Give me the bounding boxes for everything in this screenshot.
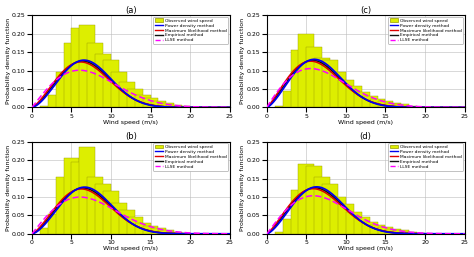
Bar	[111, 72, 127, 107]
Legend: Observed wind speed, Power density method, Maximum likelihood method, Empirical : Observed wind speed, Power density metho…	[388, 17, 463, 44]
Bar	[378, 102, 393, 107]
X-axis label: Wind speed (m/s): Wind speed (m/s)	[103, 120, 158, 125]
Bar	[64, 43, 79, 107]
X-axis label: Wind speed (m/s): Wind speed (m/s)	[338, 246, 393, 251]
Legend: Observed wind speed, Power density method, Maximum likelihood method, Empirical : Observed wind speed, Power density metho…	[388, 143, 463, 171]
Y-axis label: Probability density function: Probability density function	[240, 18, 246, 104]
Bar	[299, 164, 314, 234]
Bar	[119, 210, 135, 234]
Bar	[385, 229, 401, 234]
Bar	[299, 34, 314, 107]
Legend: Observed wind speed, Power density method, Maximum likelihood method, Empirical : Observed wind speed, Power density metho…	[154, 17, 228, 44]
Bar	[158, 103, 174, 107]
Bar	[127, 89, 143, 107]
Bar	[127, 217, 143, 234]
Bar	[275, 232, 291, 234]
Bar	[95, 184, 111, 234]
Bar	[55, 177, 72, 234]
Bar	[48, 95, 64, 107]
Bar	[330, 72, 346, 107]
Bar	[401, 232, 417, 234]
Title: (d): (d)	[360, 132, 372, 141]
X-axis label: Wind speed (m/s): Wind speed (m/s)	[338, 120, 393, 125]
Bar	[103, 60, 119, 107]
Title: (b): (b)	[125, 132, 137, 141]
Bar	[370, 99, 385, 107]
Bar	[393, 104, 409, 107]
Bar	[362, 222, 378, 234]
Bar	[64, 158, 79, 234]
Bar	[135, 223, 151, 234]
Y-axis label: Probability density function: Probability density function	[6, 145, 10, 231]
Bar	[151, 228, 166, 234]
Bar	[55, 72, 72, 107]
Bar	[72, 28, 87, 107]
Bar	[291, 50, 306, 107]
Bar	[151, 101, 166, 107]
Bar	[275, 106, 291, 107]
Y-axis label: Probability density function: Probability density function	[240, 145, 246, 231]
Bar	[338, 80, 354, 107]
Bar	[79, 24, 95, 107]
Bar	[166, 105, 182, 107]
Title: (a): (a)	[125, 6, 137, 15]
Bar	[362, 96, 378, 107]
Bar	[306, 47, 322, 107]
Bar	[95, 54, 111, 107]
Bar	[346, 86, 362, 107]
Bar	[354, 92, 370, 107]
Bar	[72, 162, 87, 234]
Bar	[143, 226, 158, 234]
Bar	[409, 233, 425, 234]
Bar	[48, 214, 64, 234]
Bar	[322, 184, 338, 234]
Bar	[40, 228, 55, 234]
Bar	[346, 212, 362, 234]
Bar	[378, 227, 393, 234]
Bar	[174, 106, 190, 107]
Bar	[338, 204, 354, 234]
Bar	[401, 106, 417, 107]
Bar	[283, 91, 299, 107]
Bar	[330, 197, 346, 234]
Bar	[291, 190, 306, 234]
Bar	[393, 231, 409, 234]
Bar	[40, 106, 55, 107]
Bar	[111, 203, 127, 234]
Bar	[158, 230, 174, 234]
Bar	[87, 43, 103, 107]
Legend: Observed wind speed, Power density method, Maximum likelihood method, Empirical : Observed wind speed, Power density metho…	[154, 143, 228, 171]
Bar	[370, 225, 385, 234]
Bar	[103, 191, 119, 234]
Bar	[306, 166, 322, 234]
Bar	[385, 103, 401, 107]
X-axis label: Wind speed (m/s): Wind speed (m/s)	[103, 246, 158, 251]
Bar	[166, 232, 182, 234]
Title: (c): (c)	[360, 6, 371, 15]
Bar	[283, 219, 299, 234]
Bar	[314, 58, 330, 107]
Y-axis label: Probability density function: Probability density function	[6, 18, 10, 104]
Bar	[322, 60, 338, 107]
Bar	[354, 217, 370, 234]
Bar	[314, 177, 330, 234]
Bar	[87, 177, 103, 234]
Bar	[79, 147, 95, 234]
Bar	[143, 98, 158, 107]
Bar	[174, 233, 190, 234]
Bar	[135, 95, 151, 107]
Bar	[119, 82, 135, 107]
